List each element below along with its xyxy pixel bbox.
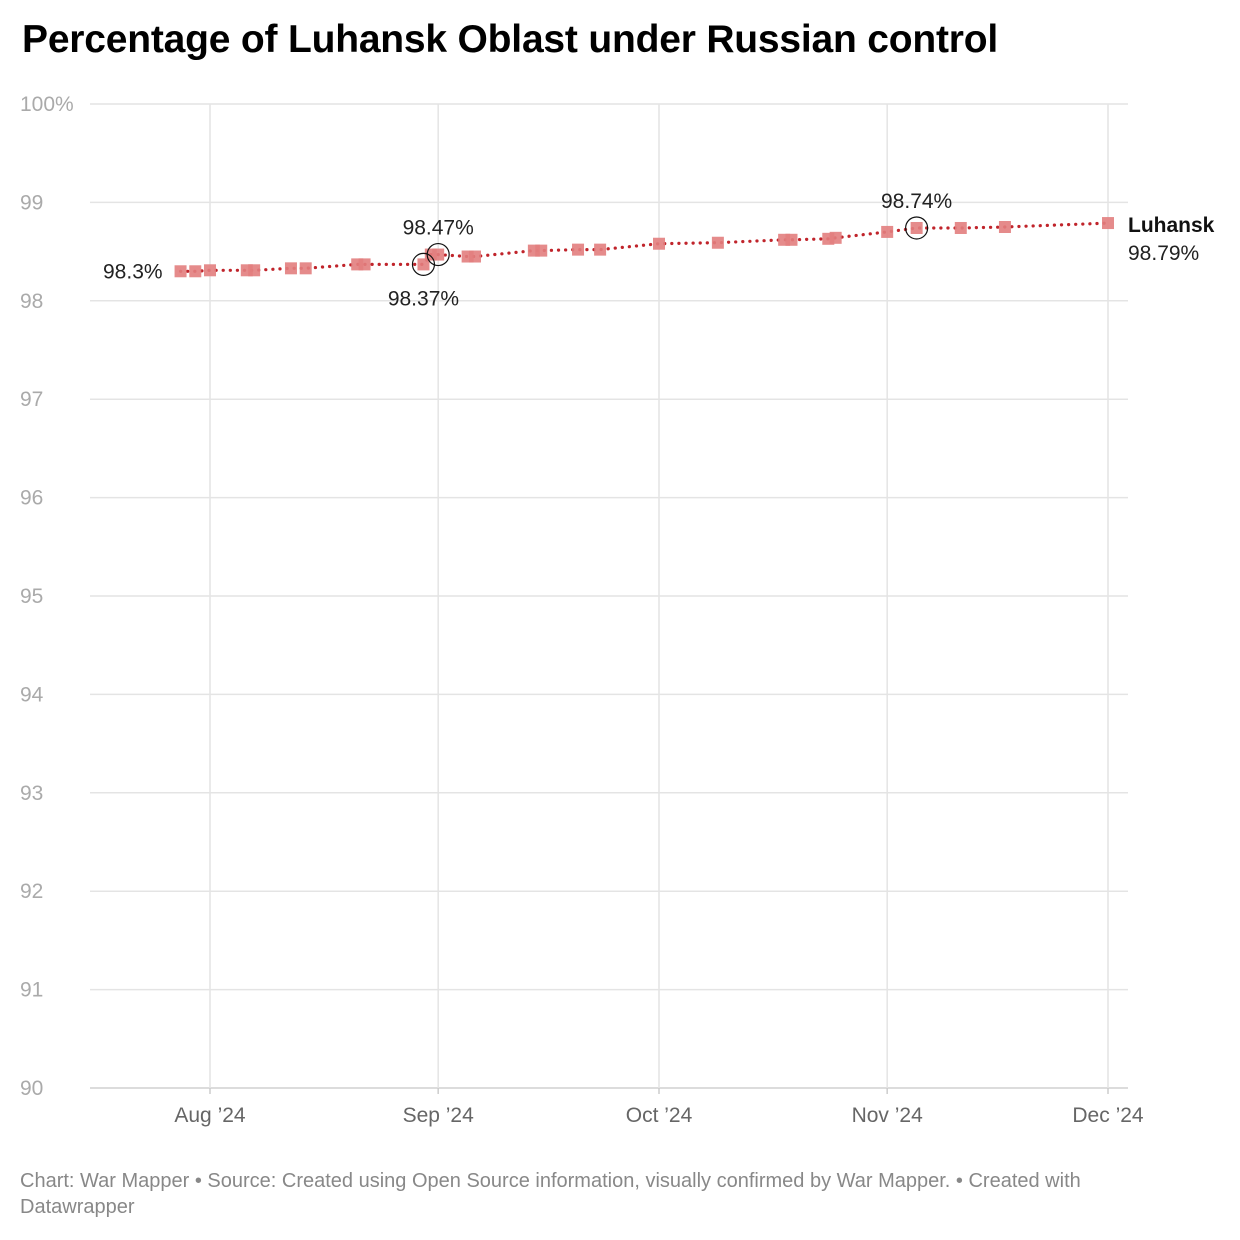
data-point-marker [189, 265, 202, 278]
data-point-marker [535, 244, 548, 257]
y-tick-label: 95 [20, 585, 43, 608]
data-point-marker [711, 236, 724, 249]
data-point-marker [594, 243, 607, 256]
data-point-marker [358, 258, 371, 271]
y-tick-label: 100% [20, 93, 74, 116]
series-markers [174, 217, 1114, 278]
line-chart: 90 91 92 93 94 95 96 97 98 99 100% Aug ’24 Sep ’24 Oc… [20, 93, 1215, 1127]
y-tick-label: 99 [20, 191, 43, 214]
data-point-marker [204, 264, 216, 277]
data-point-marker [785, 233, 798, 246]
series-name-label: Luhansk [1128, 214, 1215, 237]
y-tick-label: 97 [20, 388, 43, 411]
data-point-marker [653, 237, 665, 250]
data-point-marker [829, 231, 842, 244]
axes: 90 91 92 93 94 95 96 97 98 99 100% Aug ’24 Sep ’24 Oc… [20, 93, 1144, 1127]
chart-title: Percentage of Luhansk Oblast under Russi… [22, 18, 999, 61]
y-tick-label: 94 [20, 683, 44, 706]
annotation-label: 98.47% [403, 217, 474, 240]
annotation-label: 98.74% [881, 190, 952, 213]
y-tick-label: 91 [20, 979, 43, 1002]
y-tick-label: 96 [20, 487, 43, 510]
y-tick-label: 92 [20, 880, 43, 903]
data-point-marker [998, 221, 1011, 233]
x-tick-label: Dec ’24 [1072, 1104, 1144, 1127]
x-tick-label: Sep ’24 [403, 1104, 475, 1127]
annotations: Luhansk 98.79% 98.3% 98.37% 98.47% 98.74% [103, 190, 1215, 310]
x-tick-label: Aug ’24 [174, 1104, 246, 1127]
y-tick-label: 90 [20, 1077, 43, 1100]
data-point-marker [1102, 217, 1114, 230]
annotation-circle [905, 216, 929, 240]
data-point-marker [299, 262, 312, 275]
data-point-marker [417, 258, 430, 271]
data-point-marker [248, 264, 261, 277]
chart-footer: Chart: War Mapper • Source: Created usin… [20, 1170, 1081, 1218]
data-point-marker [910, 221, 923, 234]
annotation-label: 98.37% [388, 287, 459, 310]
y-tick-label: 93 [20, 782, 43, 805]
series-line-path [179, 221, 1110, 273]
x-tick-label: Nov ’24 [852, 1104, 924, 1127]
annotation-label: 98.3% [103, 260, 163, 283]
data-point-marker [954, 221, 967, 234]
data-point-marker [468, 250, 481, 263]
x-tick-label: Oct ’24 [626, 1104, 693, 1127]
y-tick-label: 98 [20, 290, 43, 313]
annotation-circle [426, 242, 450, 267]
data-point-marker [284, 262, 297, 275]
data-point-marker [881, 225, 894, 238]
data-point-marker [432, 248, 445, 261]
gridlines [90, 103, 1128, 1089]
data-point-marker [572, 243, 585, 256]
series-line [179, 221, 1110, 273]
data-point-marker [174, 265, 187, 278]
series-end-value-label: 98.79% [1128, 242, 1199, 265]
